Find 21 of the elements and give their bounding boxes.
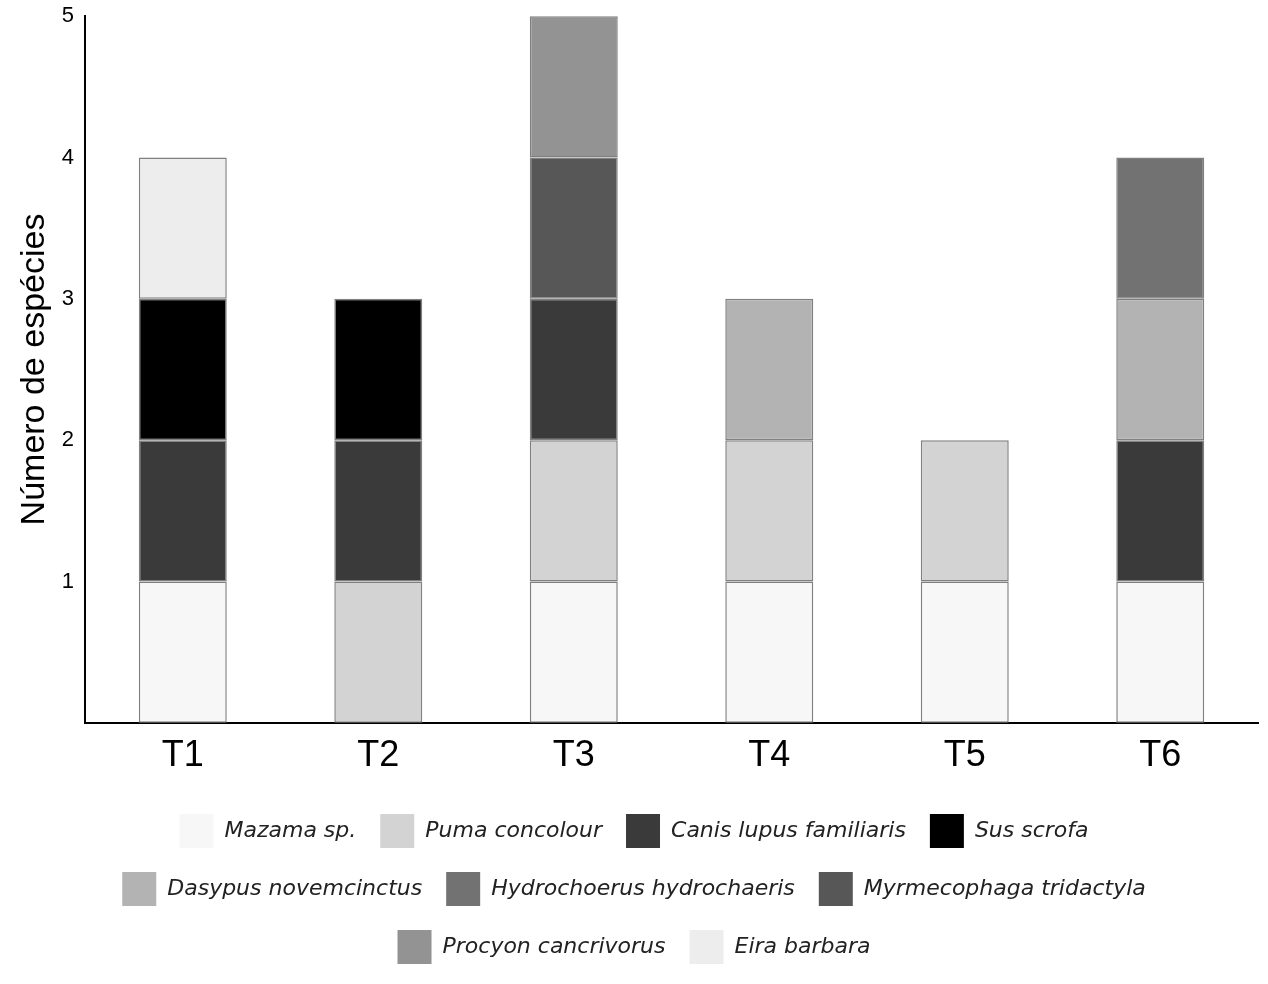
legend-label: Sus scrofa <box>974 816 1089 842</box>
legend-label: Puma concolour <box>425 816 604 842</box>
x-tick-label: T6 <box>1139 733 1182 775</box>
y-tick-label: 2 <box>61 426 75 452</box>
legend-label: Eira barbara <box>734 932 871 958</box>
y-tick-label: 1 <box>61 567 75 593</box>
y-axis-title: Número de espécies <box>12 213 51 526</box>
x-tick-label: T2 <box>357 733 400 775</box>
y-tick-label: 5 <box>61 2 75 28</box>
x-tick-label: T4 <box>748 733 791 775</box>
legend-label: Hydrochoerus hydrochaeris <box>491 874 795 900</box>
legend-label: Mazama sp. <box>224 816 357 842</box>
x-tick-label: T1 <box>161 733 204 775</box>
y-tick-label: 4 <box>61 143 75 169</box>
x-tick-label: T3 <box>552 733 595 775</box>
legend-label: Myrmecophaga tridactyla <box>863 874 1146 900</box>
x-tick-label: T5 <box>943 733 986 775</box>
y-tick-label: 3 <box>61 284 75 310</box>
legend-label: Dasypus novemcinctus <box>167 874 423 900</box>
legend-label: Canis lupus familiaris <box>671 816 906 842</box>
legend-label: Procyon cancrivorus <box>442 932 666 958</box>
